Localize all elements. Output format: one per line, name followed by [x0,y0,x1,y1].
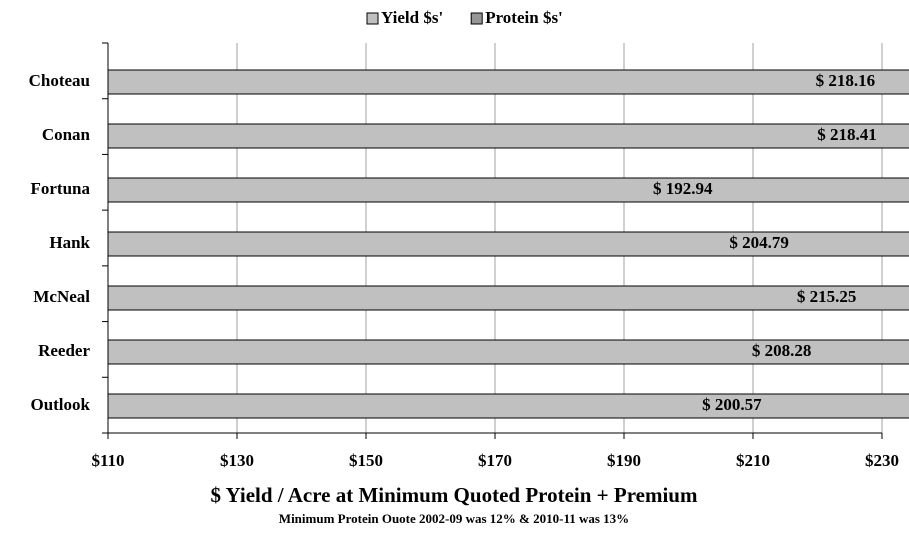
x-tick-label: $170 [478,451,512,470]
bar-segment [107,393,909,419]
bar-segment [107,231,909,257]
data-label: $ 200.57 [702,395,762,414]
x-tick-label: $190 [607,451,641,470]
data-label: $ 204.79 [729,233,789,252]
bar-segment [107,177,909,203]
bar-segment [107,123,909,149]
x-tick-label: $130 [220,451,254,470]
subtitle: Minimum Protein Ouote 2002-09 was 12% & … [279,511,629,526]
data-label: $ 208.28 [752,341,812,360]
x-tick-label: $150 [349,451,383,470]
data-label: $ 218.16 [816,71,876,90]
y-tick-label: Choteau [29,71,90,90]
y-tick-label: Outlook [30,395,90,414]
bar-segment [107,339,909,365]
legend-label: Yield $s' [381,8,443,27]
bar-segment [107,69,909,95]
legend-label: Protein $s' [485,8,563,27]
y-tick-label: Hank [49,233,90,252]
data-label: $ 192.94 [653,179,713,198]
x-tick-label: $110 [91,451,124,470]
bar-segment [107,285,909,311]
data-label: $ 218.41 [817,125,877,144]
y-tick-label: McNeal [33,287,90,306]
y-tick-label: Conan [42,125,91,144]
y-tick-label: Reeder [38,341,90,360]
legend-swatch [470,12,483,25]
y-tick-label: Fortuna [31,179,91,198]
x-tick-label: $210 [736,451,770,470]
x-axis-title: $ Yield / Acre at Minimum Quoted Protein… [211,483,698,507]
x-tick-label: $230 [865,451,899,470]
data-label: $ 215.25 [797,287,857,306]
legend-swatch [366,12,379,25]
